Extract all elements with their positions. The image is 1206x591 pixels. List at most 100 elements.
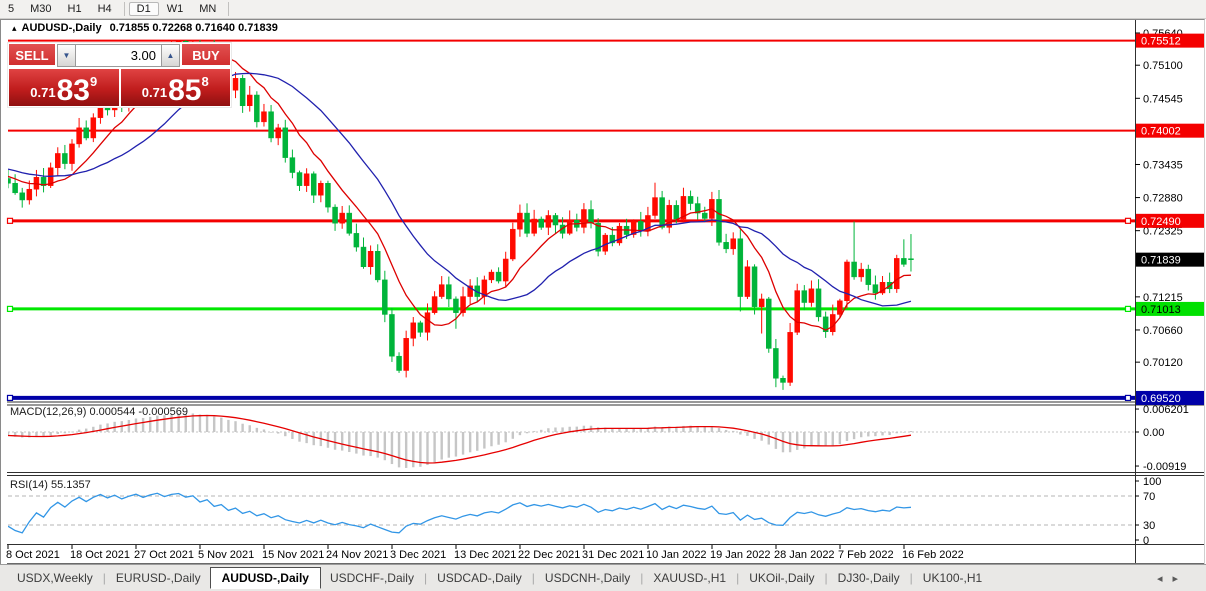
tab-audusd-daily[interactable]: AUDUSD-,Daily — [209, 567, 321, 589]
tab-separator: | — [640, 571, 644, 585]
svg-text:0.74545: 0.74545 — [1143, 93, 1183, 105]
rsi-line — [8, 492, 912, 534]
svg-text:8 Oct 2021: 8 Oct 2021 — [6, 549, 60, 561]
tab-separator: | — [736, 571, 740, 585]
svg-text:0.69520: 0.69520 — [1141, 393, 1181, 405]
timeframe-button-W1[interactable]: W1 — [166, 3, 184, 15]
timeframe-button-M30[interactable]: M30 — [30, 3, 52, 15]
one-click-trading-panel: SELL ▼ 3.00 ▲ BUY 0.71 83 9 0.71 85 8 — [8, 43, 231, 107]
tab-scroll-arrows[interactable]: ◂▸ — [1157, 572, 1188, 585]
sell-price-main: 83 — [56, 74, 90, 107]
svg-text:27 Oct 2021: 27 Oct 2021 — [134, 549, 194, 561]
timeframe-button-MN[interactable]: MN — [199, 3, 217, 15]
volume-increase-button[interactable]: ▲ — [161, 44, 180, 67]
price-badge-0.71839: 0.71839 — [1136, 252, 1205, 267]
buy-price-prefix: 0.71 — [141, 85, 168, 100]
tab-separator: | — [423, 571, 428, 585]
chart-title: ▴ AUDUSD-,Daily 0.71855 0.72268 0.71640 0.… — [12, 22, 278, 34]
svg-text:0: 0 — [1143, 535, 1149, 547]
sell-price-prefix: 0.71 — [30, 85, 56, 100]
svg-text:0.73435: 0.73435 — [1143, 159, 1183, 171]
svg-text:0.75512: 0.75512 — [1141, 36, 1181, 48]
svg-text:30: 30 — [1143, 520, 1155, 532]
svg-text:0.71215: 0.71215 — [1143, 292, 1183, 304]
buy-button[interactable]: BUY — [182, 44, 230, 67]
svg-text:0.72880: 0.72880 — [1143, 193, 1183, 205]
tab-usdcad-daily[interactable]: USDCAD-,Daily — [437, 571, 522, 585]
buy-price-box[interactable]: 0.71 85 8 — [120, 69, 230, 107]
timeframe-button-D1[interactable]: D1 — [128, 2, 159, 16]
timeframe-toolbar: 5 M30 H1 H4 D1 W1 MN — [0, 0, 1206, 19]
rsi-panel — [8, 492, 1135, 534]
tab-dj30-daily[interactable]: DJ30-,Daily — [837, 571, 900, 585]
toolbar-separator — [123, 2, 125, 16]
symbol-tab-bar: USDX,Weekly | EURUSD-,Daily AUDUSD-,Daily US… — [0, 564, 1206, 591]
ma-slow-blue-line — [8, 72, 912, 307]
svg-text:0.75100: 0.75100 — [1143, 60, 1183, 72]
tab-usdx-weekly[interactable]: USDX,Weekly — [17, 571, 93, 585]
svg-text:100: 100 — [1143, 476, 1161, 488]
panel-borders — [7, 20, 1205, 564]
svg-text:0.70660: 0.70660 — [1143, 325, 1183, 337]
tab-usdchf-daily[interactable]: USDCHF-,Daily — [329, 571, 414, 585]
chart-window-frame — [0, 19, 1205, 564]
svg-text:24 Nov 2021: 24 Nov 2021 — [326, 549, 388, 561]
price-badge-0.69520: 0.69520 — [1136, 390, 1205, 405]
trendline-handles — [6, 217, 1132, 402]
macd-signal-line — [8, 414, 912, 464]
date-axis: 8 Oct 2021 18 Oct 2021 27 Oct 2021 5 Nov 20… — [6, 545, 964, 561]
svg-text:0.006201: 0.006201 — [1143, 404, 1189, 416]
sell-button[interactable]: SELL — [9, 44, 55, 67]
rsi-label: RSI(14) 55.1357 — [10, 479, 91, 491]
svg-text:28 Jan 2022: 28 Jan 2022 — [774, 549, 835, 561]
tab-usdcnh-daily[interactable]: USDCNH-,Daily — [544, 571, 631, 585]
price-badge-0.72490: 0.72490 — [1136, 213, 1205, 228]
toolbar-separator — [228, 2, 230, 16]
sell-price-pip: 9 — [89, 74, 98, 89]
svg-text:0.71013: 0.71013 — [1141, 304, 1181, 316]
svg-text:0.71839: 0.71839 — [1141, 255, 1181, 267]
svg-text:0.72490: 0.72490 — [1141, 216, 1181, 228]
svg-text:22 Dec 2021: 22 Dec 2021 — [518, 549, 580, 561]
svg-text:0.70120: 0.70120 — [1143, 357, 1183, 369]
svg-text:15 Nov 2021: 15 Nov 2021 — [262, 549, 324, 561]
price-axis: 0.756400.751000.745450.734350.728800.723… — [1135, 28, 1205, 405]
indicator-axes: 0.006201 0.00 -0.00919 100 70 30 0 — [1135, 404, 1189, 547]
tab-separator: | — [531, 571, 535, 585]
svg-text:31 Dec 2021: 31 Dec 2021 — [582, 549, 644, 561]
price-badge-0.75512: 0.75512 — [1136, 33, 1205, 48]
svg-text:13 Dec 2021: 13 Dec 2021 — [454, 549, 516, 561]
timeframe-button-H1[interactable]: H1 — [67, 3, 82, 15]
buy-price-main: 85 — [168, 74, 202, 107]
tab-separator: | — [102, 571, 106, 585]
timeframe-button-H4[interactable]: H4 — [97, 3, 112, 15]
svg-text:7 Feb 2022: 7 Feb 2022 — [838, 549, 894, 561]
tab-scroll-right-icon: ▸ — [1172, 572, 1188, 585]
tab-separator: | — [909, 571, 913, 585]
tab-ukoil-daily[interactable]: UKOil-,Daily — [749, 571, 815, 585]
svg-text:0.00: 0.00 — [1143, 427, 1164, 439]
svg-text:5 Nov 2021: 5 Nov 2021 — [198, 549, 254, 561]
ohlc-values: 0.71855 0.72268 0.71640 0.71839 — [109, 22, 278, 34]
svg-text:70: 70 — [1143, 491, 1155, 503]
price-badge-0.71013: 0.71013 — [1136, 301, 1205, 316]
collapse-triangle-icon[interactable]: ▴ — [12, 23, 17, 33]
tab-scroll-left-icon: ◂ — [1156, 572, 1173, 585]
timeframe-button-5[interactable]: 5 — [8, 3, 15, 15]
volume-field[interactable]: 3.00 — [76, 44, 161, 67]
svg-text:0.72325: 0.72325 — [1143, 226, 1183, 238]
buy-price-pip: 8 — [201, 74, 209, 89]
volume-stepper: ▼ 3.00 ▲ — [57, 44, 180, 67]
tab-separator: | — [824, 571, 828, 585]
svg-text:18 Oct 2021: 18 Oct 2021 — [70, 549, 130, 561]
svg-text:0.74002: 0.74002 — [1141, 126, 1181, 138]
svg-text:3 Dec 2021: 3 Dec 2021 — [390, 549, 446, 561]
macd-panel — [8, 413, 1135, 468]
tab-eurusd-daily[interactable]: EURUSD-,Daily — [115, 571, 201, 585]
sell-price-box[interactable]: 0.71 83 9 — [9, 69, 119, 106]
svg-text:19 Jan 2022: 19 Jan 2022 — [710, 549, 771, 561]
tab-xauusd-h1[interactable]: XAUUSD-,H1 — [653, 571, 727, 585]
volume-decrease-button[interactable]: ▼ — [57, 44, 76, 67]
tab-uk100-h1[interactable]: UK100-,H1 — [922, 571, 983, 585]
